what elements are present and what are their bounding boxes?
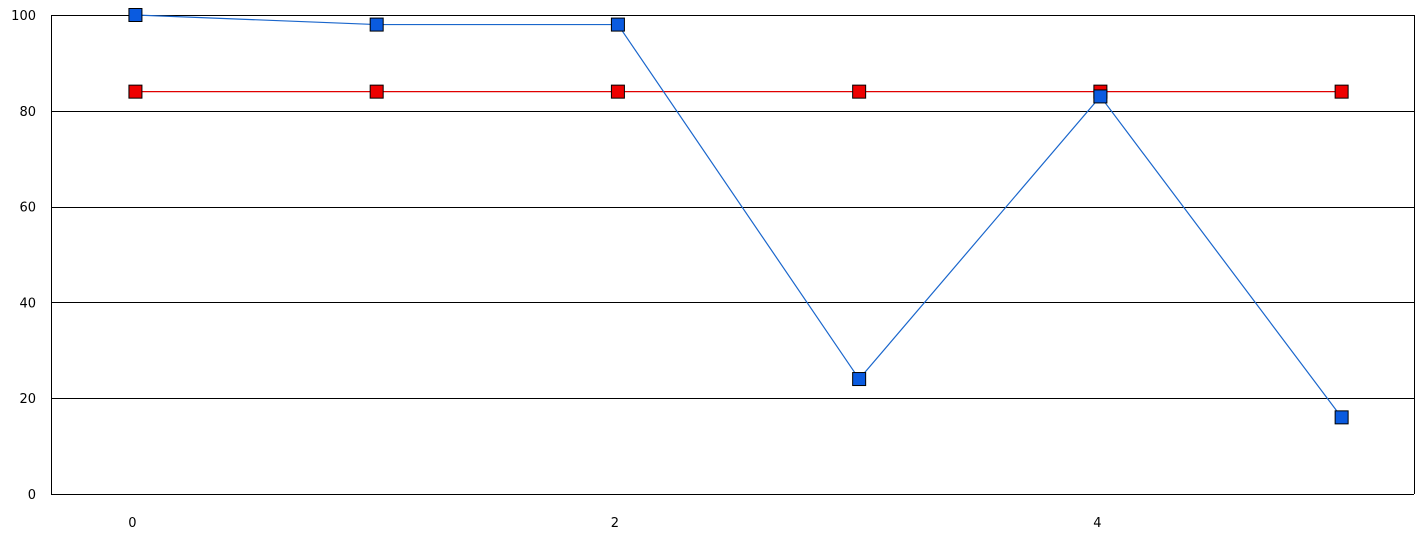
data-markers	[128, 8, 1349, 425]
series-1-marker	[128, 84, 143, 99]
series-0-marker	[128, 8, 143, 22]
x-tick-label: 2	[611, 516, 619, 531]
series-1-marker	[852, 84, 867, 99]
y-tick-label: 0	[28, 488, 36, 503]
series-0-marker	[852, 372, 867, 387]
series-lines	[135, 14, 1343, 418]
series-1-marker	[1334, 84, 1349, 99]
y-tick-label: 100	[11, 9, 36, 24]
series-0-marker	[1334, 410, 1349, 425]
tick-labels: 0 20 40 60 80 100 0 2 4	[11, 9, 1101, 531]
x-tick-label: 0	[128, 516, 136, 531]
y-tick-label: 40	[19, 296, 36, 311]
series-0-marker	[369, 17, 384, 32]
y-tick-label: 80	[19, 105, 36, 120]
series-1-marker	[610, 84, 625, 99]
series-0-marker	[1093, 89, 1108, 104]
series-0-marker	[610, 17, 625, 32]
y-tick-label: 60	[19, 201, 36, 216]
gridlines	[51, 15, 1414, 495]
y-tick-label: 20	[19, 392, 36, 407]
x-tick-label: 4	[1093, 516, 1101, 531]
axes	[51, 15, 1415, 495]
series-1-marker	[369, 84, 384, 99]
series-0-line	[135, 14, 1343, 418]
